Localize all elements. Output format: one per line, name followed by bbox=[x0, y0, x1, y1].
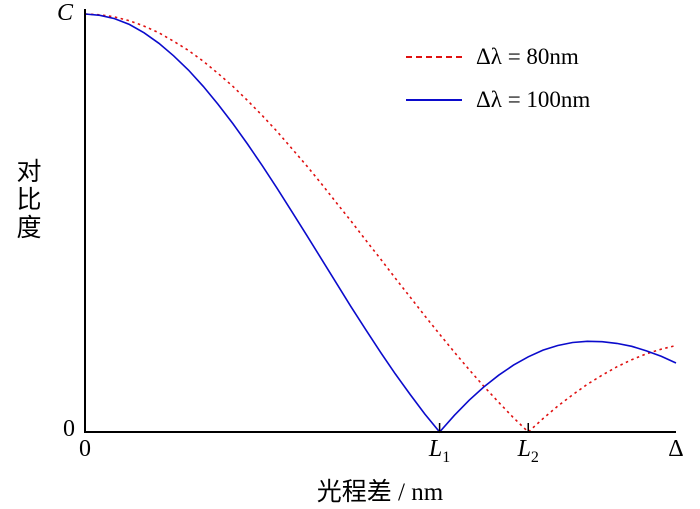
x-tick-label-0: 0 bbox=[79, 436, 91, 462]
legend-label-100nm: Δλ = 100nm bbox=[476, 87, 591, 112]
legend-item-100nm: Δλ = 100nm bbox=[406, 87, 590, 113]
legend-item-80nm: Δλ = 80nm bbox=[406, 44, 590, 70]
x-tick-label-L2: L2 bbox=[517, 436, 539, 466]
y-axis-max-label: C bbox=[57, 0, 74, 26]
x-axis-title: 光程差 / nm bbox=[316, 479, 444, 506]
y-axis-zero-label: 0 bbox=[63, 416, 75, 442]
x-tick-label-L1: L1 bbox=[428, 436, 451, 466]
legend: Δλ = 80nm Δλ = 100nm bbox=[406, 44, 590, 130]
y-axis-title: 对比度 bbox=[13, 158, 40, 242]
x-tick-label-delta: Δ bbox=[668, 436, 684, 462]
curve-solid-100nm bbox=[84, 13, 677, 434]
blue-solid-line-sample bbox=[406, 99, 462, 101]
red-dashed-line-sample bbox=[406, 56, 462, 58]
legend-label-80nm: Δλ = 80nm bbox=[476, 44, 579, 69]
